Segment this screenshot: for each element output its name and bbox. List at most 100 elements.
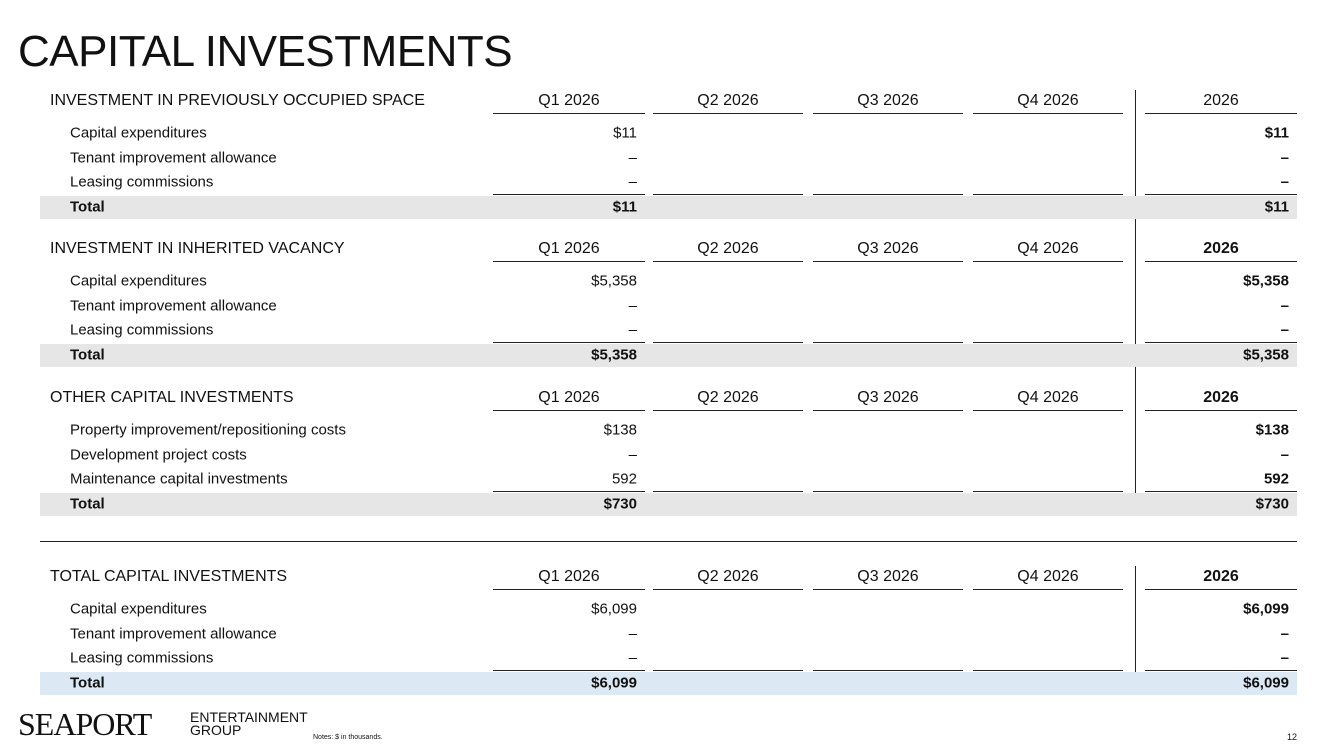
total-label: Total <box>70 674 105 692</box>
cell: – <box>628 173 637 191</box>
rule <box>40 541 1297 542</box>
underline <box>1145 491 1297 492</box>
underline <box>973 491 1123 492</box>
page-number: 12 <box>1286 732 1297 742</box>
underline <box>813 589 963 590</box>
underline <box>973 261 1123 262</box>
underline <box>653 589 803 590</box>
underline <box>813 261 963 262</box>
underline <box>813 491 963 492</box>
band <box>40 196 1297 219</box>
underline <box>653 342 803 343</box>
underline <box>1145 342 1297 343</box>
cell: – <box>1280 173 1289 191</box>
underline <box>973 410 1123 411</box>
underline <box>653 670 803 671</box>
column-header: Q2 2026 <box>697 568 759 585</box>
row-label: Tenant improvement allowance <box>70 297 277 314</box>
column-header: Q4 2026 <box>1017 568 1079 585</box>
column-header: 2026 <box>1203 389 1239 406</box>
column-header: 2026 <box>1203 568 1239 585</box>
column-header: Q4 2026 <box>1017 389 1079 406</box>
underline <box>493 491 645 492</box>
cell: $5,358 <box>591 346 637 364</box>
underline <box>493 670 645 671</box>
cell: $6,099 <box>591 600 637 618</box>
underline <box>653 491 803 492</box>
cell: – <box>1280 625 1289 642</box>
column-header: Q3 2026 <box>857 92 919 109</box>
section-heading: OTHER CAPITAL INVESTMENTS <box>50 389 294 406</box>
underline <box>973 113 1123 114</box>
row-label: Tenant improvement allowance <box>70 625 277 642</box>
cell: – <box>628 321 637 339</box>
band <box>40 672 1297 695</box>
logo: SEAPORT <box>18 706 152 742</box>
footnote: Notes: $ in thousands. <box>313 734 383 741</box>
cell: $5,358 <box>591 272 637 290</box>
cell: – <box>628 297 637 314</box>
underline <box>1145 113 1297 114</box>
cell: – <box>628 649 637 667</box>
cell: – <box>1280 297 1289 314</box>
row-label: Leasing commissions <box>70 173 214 191</box>
separator <box>1135 90 1136 516</box>
row-label: Capital expenditures <box>70 272 207 290</box>
row-label: Capital expenditures <box>70 600 207 618</box>
cell: – <box>1280 446 1289 463</box>
column-header: Q4 2026 <box>1017 92 1079 109</box>
cell: $11 <box>1264 198 1289 216</box>
underline <box>493 410 645 411</box>
cell: 592 <box>611 470 637 488</box>
row-label: Property improvement/repositioning costs <box>70 421 346 439</box>
underline <box>1145 589 1297 590</box>
cell: $6,099 <box>1243 674 1289 692</box>
column-header: Q3 2026 <box>857 568 919 585</box>
section-heading: INVESTMENT IN PREVIOUSLY OCCUPIED SPACE <box>50 92 425 109</box>
band <box>40 493 1297 516</box>
underline <box>813 194 963 195</box>
underline <box>493 194 645 195</box>
column-header: Q1 2026 <box>538 240 600 257</box>
cell: $5,358 <box>1243 346 1289 364</box>
row-label: Leasing commissions <box>70 649 214 667</box>
cell: $6,099 <box>1243 600 1289 618</box>
cell: $138 <box>603 421 637 439</box>
underline <box>813 113 963 114</box>
column-header: Q2 2026 <box>697 240 759 257</box>
column-header: Q4 2026 <box>1017 240 1079 257</box>
column-header: Q2 2026 <box>697 389 759 406</box>
column-header: Q1 2026 <box>538 568 600 585</box>
underline <box>973 342 1123 343</box>
logo-line: GROUP <box>190 722 242 738</box>
cell: – <box>1280 149 1289 166</box>
underline <box>493 113 645 114</box>
underline <box>653 410 803 411</box>
cell: $5,358 <box>1243 272 1289 290</box>
logo-line: ENTERTAINMENT <box>190 709 308 725</box>
underline <box>653 261 803 262</box>
section-heading: TOTAL CAPITAL INVESTMENTS <box>50 568 288 585</box>
underline <box>493 589 645 590</box>
column-header: Q3 2026 <box>857 389 919 406</box>
underline <box>1145 410 1297 411</box>
column-header: 2026 <box>1203 92 1239 109</box>
row-label: Tenant improvement allowance <box>70 149 277 166</box>
cell: $11 <box>613 124 637 142</box>
cell: $730 <box>1255 495 1289 513</box>
underline <box>813 342 963 343</box>
underline <box>973 670 1123 671</box>
underline <box>653 113 803 114</box>
underline <box>493 342 645 343</box>
cell: – <box>628 149 637 166</box>
underline <box>1145 670 1297 671</box>
underline <box>973 589 1123 590</box>
section-heading: INVESTMENT IN INHERITED VACANCY <box>50 240 345 257</box>
column-header: Q3 2026 <box>857 240 919 257</box>
column-header: 2026 <box>1203 240 1239 257</box>
cell: $11 <box>1264 124 1289 142</box>
underline <box>813 410 963 411</box>
column-header: Q1 2026 <box>538 389 600 406</box>
underline <box>1145 194 1297 195</box>
